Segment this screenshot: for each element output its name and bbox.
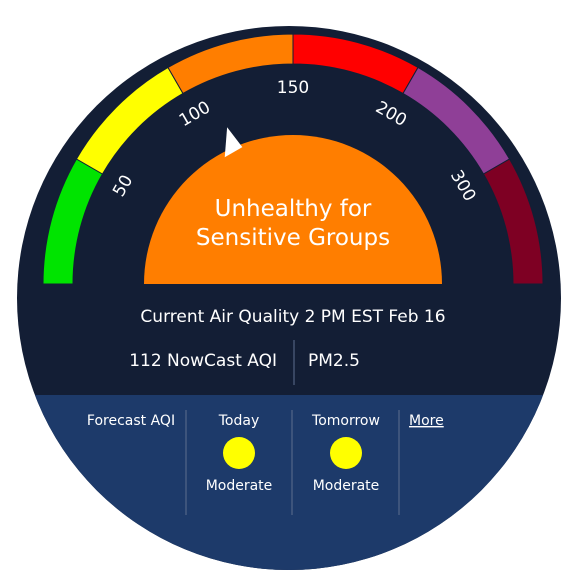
- forecast-tomorrow-indicator: [330, 437, 362, 469]
- forecast-today-indicator: [223, 437, 255, 469]
- more-forecast-link[interactable]: More: [409, 413, 444, 429]
- forecast-tomorrow-category: Moderate: [313, 478, 380, 494]
- aqi-category-dome: [144, 135, 442, 284]
- gauge-needle: [224, 127, 243, 158]
- forecast-today-label: Today: [218, 413, 260, 429]
- gauge-segment-hazardous: [482, 158, 544, 285]
- forecast-today-category: Moderate: [206, 478, 273, 494]
- gauge-tick-label: 150: [277, 78, 309, 98]
- aqi-category-line2: Sensitive Groups: [196, 225, 390, 251]
- current-air-quality-heading: Current Air Quality 2 PM EST Feb 16: [140, 307, 445, 327]
- nowcast-aqi-value: 112 NowCast AQI: [129, 351, 277, 371]
- pollutant-name: PM2.5: [308, 351, 360, 371]
- aqi-category-line1: Unhealthy for: [215, 196, 372, 222]
- aqi-gauge: [42, 33, 544, 285]
- forecast-aqi-label: Forecast AQI: [87, 413, 175, 429]
- forecast-tomorrow-label: Tomorrow: [311, 413, 380, 429]
